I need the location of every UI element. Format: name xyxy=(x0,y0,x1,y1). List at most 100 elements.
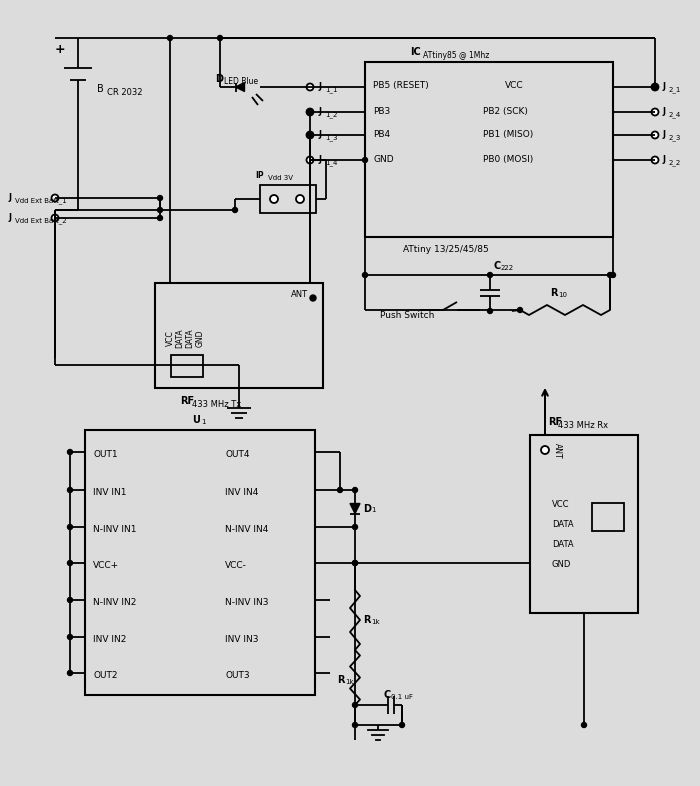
Text: 1_3: 1_3 xyxy=(325,134,337,141)
Circle shape xyxy=(400,722,405,728)
Text: GND: GND xyxy=(373,155,393,164)
Text: 222: 222 xyxy=(501,265,514,271)
Circle shape xyxy=(52,194,59,201)
Text: 1_2: 1_2 xyxy=(325,111,337,118)
Bar xyxy=(155,283,323,388)
Circle shape xyxy=(296,195,304,203)
Text: PB4: PB4 xyxy=(373,130,390,139)
Polygon shape xyxy=(235,83,244,91)
Circle shape xyxy=(307,133,312,138)
Circle shape xyxy=(67,597,73,603)
Circle shape xyxy=(67,487,73,493)
Text: PB0 (MOSI): PB0 (MOSI) xyxy=(483,155,533,164)
Text: PB2 (SCK): PB2 (SCK) xyxy=(483,107,528,116)
Text: U: U xyxy=(192,415,200,425)
Circle shape xyxy=(307,109,312,115)
Circle shape xyxy=(67,560,73,565)
Circle shape xyxy=(582,722,587,728)
Text: J: J xyxy=(8,213,11,222)
Text: R: R xyxy=(363,615,370,625)
Text: R: R xyxy=(550,288,557,298)
Circle shape xyxy=(353,487,358,493)
Text: N-INV IN4: N-INV IN4 xyxy=(225,525,268,534)
Text: IC: IC xyxy=(410,47,421,57)
Circle shape xyxy=(52,215,59,222)
Circle shape xyxy=(353,560,358,565)
Text: D: D xyxy=(215,74,223,84)
Text: VCC: VCC xyxy=(165,330,174,346)
Text: GND: GND xyxy=(552,560,571,569)
Circle shape xyxy=(363,273,368,277)
Text: 1: 1 xyxy=(201,419,206,425)
Text: 10: 10 xyxy=(558,292,567,298)
Circle shape xyxy=(652,131,659,138)
Text: 0.1 uF: 0.1 uF xyxy=(391,694,413,700)
Text: ANT: ANT xyxy=(291,290,308,299)
Text: DATA: DATA xyxy=(176,329,185,348)
Text: N-INV IN3: N-INV IN3 xyxy=(225,598,269,607)
Text: 1: 1 xyxy=(371,508,375,513)
Circle shape xyxy=(363,157,368,163)
Text: C: C xyxy=(383,690,391,700)
Bar xyxy=(530,435,638,613)
Circle shape xyxy=(353,703,358,707)
Circle shape xyxy=(353,722,358,728)
Text: J: J xyxy=(662,155,665,164)
Polygon shape xyxy=(350,504,360,513)
Text: J: J xyxy=(8,193,11,202)
Text: ANT: ANT xyxy=(553,443,562,458)
Text: VCC+: VCC+ xyxy=(93,561,119,570)
Text: B: B xyxy=(97,84,104,94)
Circle shape xyxy=(67,634,73,640)
Text: J: J xyxy=(662,82,665,91)
Text: PB5 (RESET): PB5 (RESET) xyxy=(373,81,428,90)
Text: OUT1: OUT1 xyxy=(93,450,118,459)
Text: N-INV IN2: N-INV IN2 xyxy=(93,598,136,607)
Text: INV IN3: INV IN3 xyxy=(225,635,258,644)
Text: PB3: PB3 xyxy=(373,107,391,116)
Text: J: J xyxy=(318,107,321,116)
Text: 1_4: 1_4 xyxy=(325,159,337,166)
Text: VCC: VCC xyxy=(552,500,570,509)
Circle shape xyxy=(517,307,522,313)
Circle shape xyxy=(67,524,73,530)
Bar xyxy=(365,62,613,237)
Text: IP: IP xyxy=(255,171,264,180)
Text: DATA: DATA xyxy=(552,520,573,529)
Circle shape xyxy=(310,295,316,301)
Text: Vdd 3V: Vdd 3V xyxy=(268,175,293,181)
Circle shape xyxy=(652,108,659,116)
Text: D: D xyxy=(363,504,371,513)
Text: ATtiny 13/25/45/85: ATtiny 13/25/45/85 xyxy=(403,245,489,254)
Text: GND: GND xyxy=(195,329,204,347)
Text: +: + xyxy=(55,43,66,56)
Text: C: C xyxy=(493,261,500,271)
Text: RF: RF xyxy=(548,417,562,427)
Circle shape xyxy=(353,560,358,565)
Text: J: J xyxy=(662,107,665,116)
Text: VCC-: VCC- xyxy=(225,561,247,570)
Text: DATA: DATA xyxy=(552,540,573,549)
Text: LED Blue: LED Blue xyxy=(224,77,258,86)
Circle shape xyxy=(307,156,314,163)
Text: INV IN1: INV IN1 xyxy=(93,488,127,497)
Circle shape xyxy=(541,446,549,454)
Circle shape xyxy=(270,195,278,203)
Circle shape xyxy=(652,83,659,90)
Circle shape xyxy=(67,450,73,454)
Text: Vdd Ext Batt_1: Vdd Ext Batt_1 xyxy=(15,197,66,204)
Circle shape xyxy=(608,273,612,277)
Text: DATA: DATA xyxy=(186,329,195,348)
Text: ATtiny85 @ 1Mhz: ATtiny85 @ 1Mhz xyxy=(423,51,489,60)
Text: 433 MHz Rx: 433 MHz Rx xyxy=(558,421,608,430)
Text: INV IN4: INV IN4 xyxy=(225,488,258,497)
Text: J: J xyxy=(318,82,321,91)
Text: 1k: 1k xyxy=(345,679,354,685)
Circle shape xyxy=(167,35,172,41)
Circle shape xyxy=(158,208,162,212)
Circle shape xyxy=(307,131,314,138)
Circle shape xyxy=(337,487,342,493)
Text: R: R xyxy=(337,675,344,685)
Text: 1k: 1k xyxy=(371,619,379,625)
Text: CR 2032: CR 2032 xyxy=(107,88,143,97)
